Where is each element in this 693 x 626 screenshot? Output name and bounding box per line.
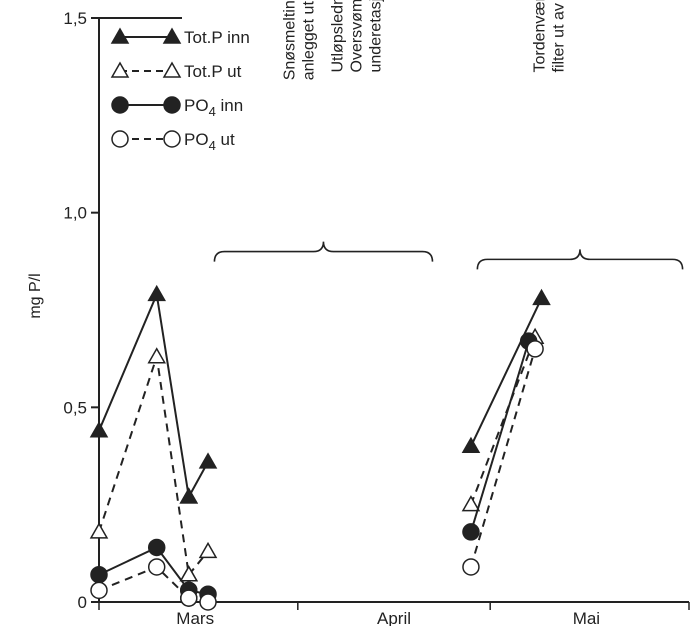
data-point [110,61,130,78]
data-point [199,593,217,611]
data-point [162,61,182,78]
data-point [179,565,199,582]
annotation-line: anlegget ut av drift [300,0,317,80]
x-tick-label: April [377,609,411,626]
data-point [461,495,481,512]
data-point [180,589,198,607]
y-tick-label: 1,0 [63,204,87,223]
data-point [111,130,129,148]
data-point [198,452,218,469]
data-point [163,130,181,148]
series-3 [90,340,544,611]
data-point [89,522,109,539]
data-point [461,436,481,454]
annotation: Utløpsledning tett Oversvømmelse i underet… [330,0,385,73]
annotation-line: Utløpsledning tett [330,0,347,73]
data-point [147,538,166,557]
data-point [147,284,167,302]
data-point [532,288,551,306]
data-point [147,347,167,364]
series-line [469,348,537,568]
data-point [179,487,199,504]
x-ticks: Mars April Mai [98,602,690,626]
annotation-line: underetasje [368,0,385,73]
legend-label: Tot.P inn [184,28,250,47]
series-line [469,340,530,533]
x-tick-label: Mars [176,609,214,626]
annotation-line: Tordenvær satte [531,0,548,73]
series-line [98,356,190,575]
data-point [198,541,218,559]
y-axis-label: mg P/l [27,273,44,318]
series-line [470,297,543,447]
data-point [89,421,109,438]
annotation: Tordenvær satte filter ut av drift [531,0,567,73]
legend-item: Tot.P inn [110,27,250,47]
data-point [90,565,108,584]
data-point [90,581,108,600]
series-1 [89,327,545,582]
annotation-line: Snøsmelting satte [281,0,298,80]
legend-item: Tot.P ut [110,61,242,81]
annotation-line: filter ut av drift [550,0,567,73]
data-point [462,523,480,541]
legend-label: Tot.P ut [184,62,242,81]
data-point [162,27,182,44]
data-point [163,96,181,114]
data-point [111,96,129,114]
annotation-line: Oversvømmelse i [349,0,366,73]
y-tick-label: 1,5 [63,9,87,28]
series-layer [89,284,551,611]
brace [476,249,684,270]
legend: Tot.P inn Tot.P ut PO4 inn PO4 ut [110,27,250,153]
annotations: Snøsmelting satte anlegget ut av drift Utl… [281,0,567,80]
annotation: Snøsmelting satte anlegget ut av drift [281,0,317,80]
legend-item: PO4 inn [111,96,243,119]
data-point [462,558,480,576]
series-0 [89,284,551,504]
data-point [147,558,166,576]
y-tick-label: 0,5 [63,398,87,417]
series-line [470,336,537,506]
legend-label: PO4 ut [184,130,235,153]
data-point [526,340,544,358]
brace [213,241,434,262]
legend-item: PO4 ut [111,130,235,153]
plot-frame [98,17,689,603]
data-point [110,27,130,44]
legend-label: PO4 inn [184,96,243,119]
x-tick-label: Mai [573,609,600,626]
y-tick-label: 0 [78,593,87,612]
y-ticks: 0 0,5 1,0 1,5 [63,9,99,612]
braces [213,241,684,270]
